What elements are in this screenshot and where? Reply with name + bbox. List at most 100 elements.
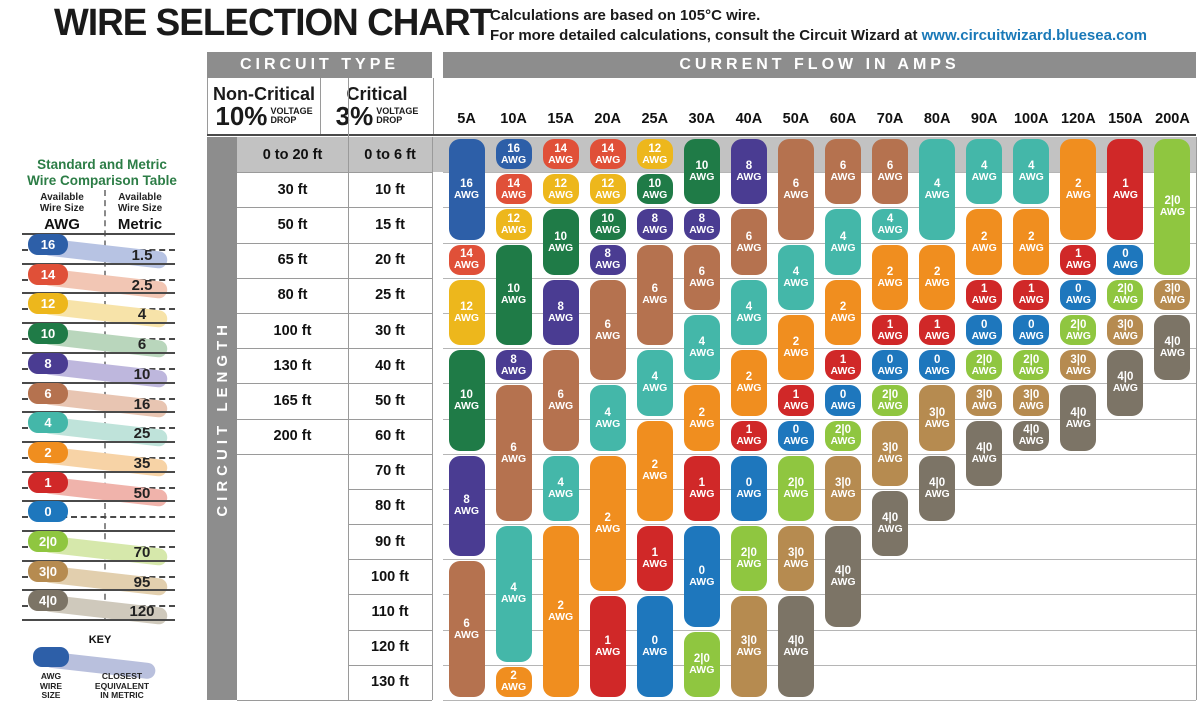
length-critical-2: 10 ft	[375, 181, 405, 198]
wire-pill-20A-12awg: 12 AWG	[589, 174, 626, 205]
wire-pill-80A-2awg: 2 AWG	[919, 244, 956, 310]
row-line	[237, 242, 348, 244]
row-line	[237, 312, 348, 314]
awg-size-pill-14: 14	[28, 263, 68, 285]
wire-pill-5A-12awg: 12 AWG	[448, 279, 485, 346]
wire-pill-100A-400awg: 4|0 AWG	[1013, 420, 1050, 451]
metric-value-6: 6	[137, 336, 147, 354]
wire-pill-15A-10awg: 10 AWG	[542, 209, 579, 275]
row-line	[237, 207, 348, 209]
row-line	[443, 348, 1196, 350]
non-critical-header: Non-Critical 10% VOLTAGE DROP	[212, 84, 315, 131]
length-non-critical-1: 0 to 20 ft	[262, 146, 323, 163]
row-line	[443, 312, 1196, 314]
length-critical-16: 130 ft	[371, 674, 409, 691]
length-critical-3: 15 ft	[375, 216, 405, 233]
row-line	[348, 524, 432, 526]
wire-pill-90A-1awg: 1 AWG	[966, 279, 1003, 310]
amp-column-header-5A: 5A	[457, 111, 476, 127]
length-critical-13: 100 ft	[371, 568, 409, 585]
wire-pill-50A-200awg: 2|0 AWG	[777, 455, 814, 522]
wire-pill-5A-10awg: 10 AWG	[448, 350, 485, 451]
wire-pill-10A-6awg: 6 AWG	[495, 385, 532, 522]
non-critical-pct: 10%	[215, 101, 268, 131]
wire-pill-60A-4awg: 4 AWG	[825, 209, 862, 275]
wire-pill-60A-6awg: 6 AWG	[825, 139, 862, 205]
wire-pill-70A-200awg: 2|0 AWG	[872, 385, 909, 416]
amp-column-header-60A: 60A	[829, 111, 857, 127]
circuit-type-subheaders: Non-Critical 10% VOLTAGE DROP Critical 3…	[207, 78, 434, 135]
wire-pill-15A-8awg: 8 AWG	[542, 279, 579, 346]
row-line	[237, 348, 348, 350]
wire-pill-60A-200awg: 2|0 AWG	[825, 420, 862, 451]
wire-pill-100A-4awg: 4 AWG	[1013, 139, 1050, 205]
row-line	[443, 453, 1196, 455]
subtitle-line1: Calculations are based on 105°C wire.	[490, 7, 761, 24]
wire-pill-20A-2awg: 2 AWG	[589, 455, 626, 592]
amp-column-header-200A: 200A	[1155, 111, 1190, 127]
wire-pill-10A-4awg: 4 AWG	[495, 526, 532, 662]
wire-pill-50A-4awg: 4 AWG	[777, 244, 814, 310]
row-line	[443, 488, 1196, 490]
wire-pill-20A-6awg: 6 AWG	[589, 279, 626, 381]
comparison-row-line	[22, 440, 175, 443]
circuit-wizard-link[interactable]: www.circuitwizard.bluesea.com	[921, 27, 1147, 44]
row-line	[348, 207, 432, 209]
wire-pill-30A-0awg: 0 AWG	[683, 526, 720, 627]
row-line	[443, 207, 1196, 209]
wire-pill-80A-400awg: 4|0 AWG	[919, 455, 956, 522]
wire-pill-70A-0awg: 0 AWG	[872, 350, 909, 381]
length-critical-6: 30 ft	[375, 322, 405, 339]
length-critical-14: 110 ft	[371, 604, 409, 621]
wire-pill-40A-1awg: 1 AWG	[730, 420, 767, 451]
critical-pct: 3%	[335, 101, 374, 131]
length-critical-9: 60 ft	[375, 428, 405, 445]
length-column-divider	[348, 78, 349, 700]
wire-pill-200A-200awg: 2|0 AWG	[1154, 139, 1191, 275]
awg-size-pill-2|0: 2|0	[28, 531, 68, 552]
comparison-row-line	[22, 411, 175, 414]
critical-header: Critical 3% VOLTAGE DROP	[320, 78, 433, 135]
row-line	[443, 559, 1196, 561]
length-non-critical-4: 65 ft	[277, 252, 308, 269]
wire-pill-150A-0awg: 0 AWG	[1107, 244, 1144, 275]
length-critical-1: 0 to 6 ft	[364, 146, 416, 163]
wire-pill-70A-4awg: 4 AWG	[872, 209, 909, 240]
voltage-drop-label: VOLTAGE DROP	[376, 106, 419, 125]
length-critical-5: 25 ft	[375, 287, 405, 304]
awg-size-pill-0: 0	[28, 501, 68, 523]
amp-column-header-120A: 120A	[1061, 111, 1096, 127]
awg-size-pill-4|0: 4|0	[28, 590, 68, 612]
row-line	[443, 594, 1196, 596]
row-line	[348, 242, 432, 244]
wire-pill-50A-2awg: 2 AWG	[777, 314, 814, 381]
wire-pill-100A-1awg: 1 AWG	[1013, 279, 1050, 310]
metric-value-10: 10	[133, 365, 151, 383]
subtitle: Calculations are based on 105°C wire. Fo…	[490, 6, 1147, 46]
wire-pill-120A-300awg: 3|0 AWG	[1060, 350, 1097, 381]
wire-pill-25A-6awg: 6 AWG	[636, 244, 673, 346]
wire-pill-30A-200awg: 2|0 AWG	[683, 631, 720, 697]
row-line	[237, 172, 348, 174]
key-title: KEY	[88, 634, 112, 646]
wire-pill-50A-6awg: 6 AWG	[777, 139, 814, 240]
wire-pill-30A-8awg: 8 AWG	[683, 209, 720, 240]
row-line	[348, 348, 432, 350]
length-non-critical-2: 30 ft	[277, 181, 308, 198]
wire-pill-70A-400awg: 4|0 AWG	[872, 490, 909, 557]
length-critical-11: 80 ft	[375, 498, 405, 515]
comparison-row-line	[22, 589, 175, 592]
wire-pill-60A-300awg: 3|0 AWG	[825, 455, 862, 522]
wire-pill-40A-0awg: 0 AWG	[730, 455, 767, 522]
wire-pill-60A-1awg: 1 AWG	[825, 350, 862, 381]
comparison-row-line	[22, 262, 175, 265]
row-line	[443, 664, 1196, 666]
wire-pill-100A-0awg: 0 AWG	[1013, 314, 1050, 346]
key-awg-pill	[33, 647, 69, 667]
wire-pill-70A-2awg: 2 AWG	[872, 244, 909, 310]
metric-value-4: 4	[137, 306, 147, 324]
wire-pill-40A-200awg: 2|0 AWG	[730, 526, 767, 592]
length-critical-12: 90 ft	[375, 533, 405, 550]
wire-pill-30A-10awg: 10 AWG	[683, 139, 720, 205]
